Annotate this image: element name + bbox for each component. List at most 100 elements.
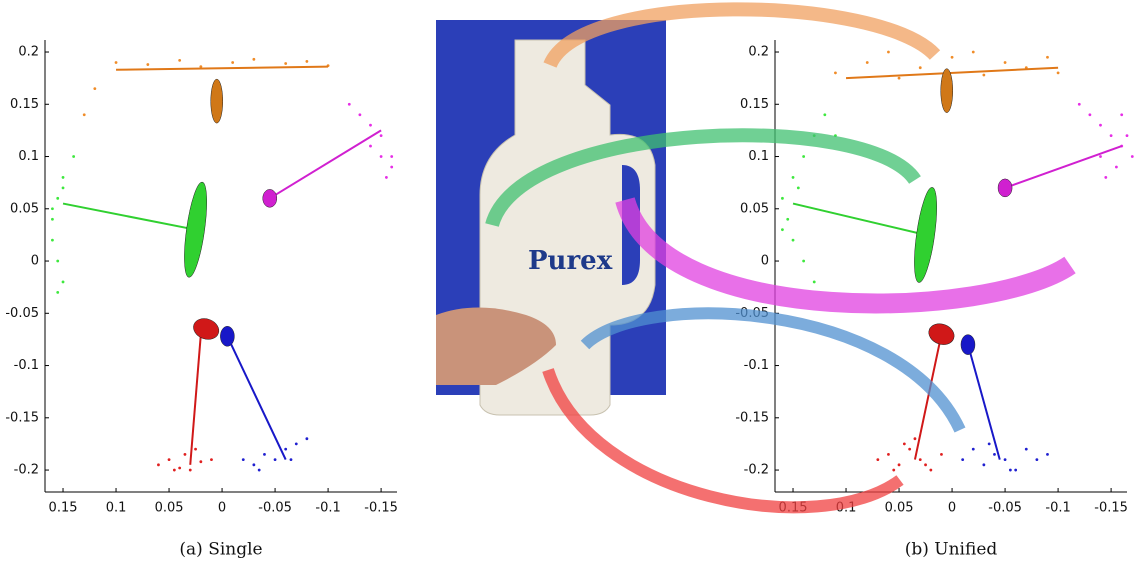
- x-tick-label: -0.15: [364, 501, 398, 516]
- segment: [793, 204, 926, 235]
- point: [199, 460, 202, 463]
- ellipse: [961, 335, 975, 355]
- point: [56, 197, 59, 200]
- segment: [63, 204, 196, 230]
- point: [781, 228, 784, 231]
- point: [56, 291, 59, 294]
- segment: [846, 68, 1058, 78]
- point: [908, 448, 911, 451]
- x-tick-label: -0.05: [258, 501, 292, 516]
- point: [358, 113, 361, 116]
- ellipse: [220, 326, 234, 346]
- svg-text:Purex: Purex: [528, 246, 613, 276]
- point: [919, 66, 922, 69]
- x-tick-label: 0.05: [885, 501, 914, 516]
- segment: [1005, 146, 1122, 188]
- y-tick-label: -0.2: [744, 463, 769, 478]
- ellipse: [180, 181, 211, 279]
- point: [792, 176, 795, 179]
- point: [369, 145, 372, 148]
- y-tick-label: 0.15: [10, 97, 39, 112]
- point: [802, 260, 805, 263]
- y-tick-label: -0.15: [5, 410, 39, 425]
- y-tick-label: 0.05: [740, 201, 769, 216]
- point: [385, 176, 388, 179]
- point: [252, 58, 255, 61]
- point: [887, 453, 890, 456]
- point: [51, 218, 54, 221]
- y-tick-label: 0.1: [18, 149, 39, 164]
- ellipse: [910, 186, 941, 284]
- point: [173, 469, 176, 472]
- point: [115, 61, 118, 64]
- point: [914, 437, 917, 440]
- ellipse: [941, 69, 953, 113]
- x-tick-label: -0.1: [1045, 501, 1070, 516]
- point: [1099, 155, 1102, 158]
- x-tick-label: 0.05: [155, 501, 184, 516]
- y-tick-label: 0.15: [740, 97, 769, 112]
- point: [919, 458, 922, 461]
- point: [972, 448, 975, 451]
- ellipse: [926, 320, 957, 348]
- point: [972, 51, 975, 54]
- point: [231, 61, 234, 64]
- point: [263, 453, 266, 456]
- point: [290, 458, 293, 461]
- point: [1014, 469, 1017, 472]
- point: [390, 166, 393, 169]
- x-tick-label: -0.15: [1094, 501, 1128, 516]
- x-tick-label: -0.1: [315, 501, 340, 516]
- point: [168, 458, 171, 461]
- point: [781, 197, 784, 200]
- y-tick-label: 0.1: [748, 149, 769, 164]
- point: [1099, 124, 1102, 127]
- point: [83, 113, 86, 116]
- segment: [968, 345, 1000, 460]
- point: [369, 124, 372, 127]
- y-tick-label: 0.05: [10, 201, 39, 216]
- x-tick-label: 0.15: [49, 501, 78, 516]
- point: [823, 113, 826, 116]
- point: [929, 469, 932, 472]
- y-tick-label: -0.05: [5, 306, 39, 321]
- ellipse: [263, 189, 277, 207]
- point: [1004, 61, 1007, 64]
- point: [898, 77, 901, 80]
- point: [62, 186, 65, 189]
- x-tick-label: 0.1: [106, 501, 127, 516]
- point: [194, 448, 197, 451]
- point: [1110, 134, 1113, 137]
- point: [1025, 448, 1028, 451]
- point: [813, 281, 816, 284]
- point: [887, 51, 890, 54]
- point: [380, 134, 383, 137]
- y-tick-label: -0.15: [735, 410, 769, 425]
- point: [1009, 469, 1012, 472]
- point: [157, 463, 160, 466]
- point: [295, 443, 298, 446]
- point: [380, 155, 383, 158]
- point: [797, 186, 800, 189]
- point: [1046, 56, 1049, 59]
- point: [51, 239, 54, 242]
- y-tick-label: 0: [761, 254, 769, 269]
- point: [1115, 166, 1118, 169]
- point: [1046, 453, 1049, 456]
- ellipse: [211, 79, 223, 123]
- y-tick-label: 0.2: [18, 45, 39, 60]
- segment: [190, 334, 201, 465]
- y-tick-label: -0.1: [744, 358, 769, 373]
- point: [940, 453, 943, 456]
- point: [390, 155, 393, 158]
- x-tick-label: 0: [948, 501, 956, 516]
- point: [146, 63, 149, 66]
- point: [892, 469, 895, 472]
- y-tick-label: 0: [31, 254, 39, 269]
- point: [792, 239, 795, 242]
- point: [1004, 458, 1007, 461]
- point: [252, 463, 255, 466]
- x-tick-label: 0: [218, 501, 226, 516]
- point: [951, 56, 954, 59]
- ellipse: [191, 315, 222, 343]
